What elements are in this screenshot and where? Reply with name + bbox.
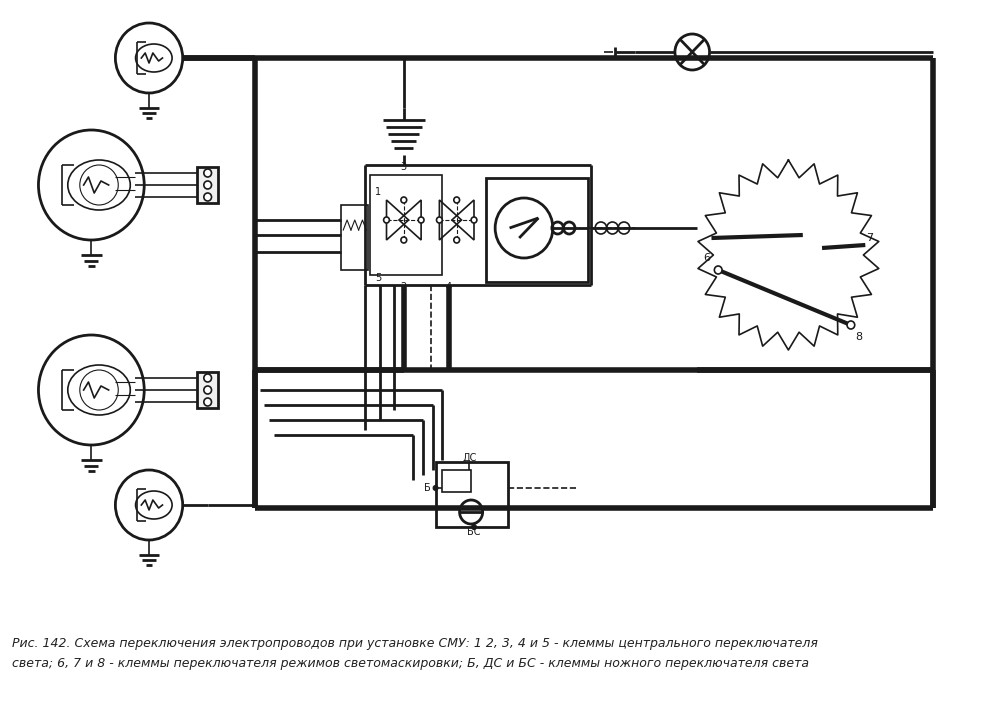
Text: БС: БС (467, 527, 481, 537)
Bar (442, 470, 471, 492)
Text: 2: 2 (401, 282, 407, 292)
Circle shape (384, 217, 390, 223)
Circle shape (714, 266, 722, 274)
Circle shape (418, 217, 424, 223)
Text: 1: 1 (375, 187, 381, 197)
Circle shape (203, 169, 211, 177)
Circle shape (847, 321, 855, 329)
Text: 4: 4 (446, 282, 452, 292)
Text: Б: Б (424, 483, 430, 493)
Text: 7: 7 (867, 233, 874, 243)
Bar (436, 462, 508, 527)
Circle shape (203, 193, 211, 201)
Circle shape (454, 237, 460, 243)
Text: ДС: ДС (462, 453, 476, 463)
Circle shape (203, 181, 211, 189)
Circle shape (203, 374, 211, 382)
Bar (486, 178, 588, 282)
Circle shape (203, 386, 211, 394)
Circle shape (472, 525, 476, 530)
Circle shape (433, 486, 438, 491)
Text: 8: 8 (855, 332, 862, 342)
Circle shape (401, 197, 407, 203)
Bar (197, 372, 218, 408)
Circle shape (471, 217, 477, 223)
Bar (197, 167, 218, 203)
Text: 5: 5 (375, 273, 381, 283)
Circle shape (203, 398, 211, 406)
Text: Рис. 142. Схема переключения электропроводов при установке СМУ: 1 2, 3, 4 и 5 - : Рис. 142. Схема переключения электропров… (12, 637, 818, 650)
Text: света; 6, 7 и 8 - клеммы переключателя режимов светомаскировки; Б, ДС и БС - кле: света; 6, 7 и 8 - клеммы переключателя р… (12, 657, 809, 670)
Bar (370, 175, 442, 275)
Bar (342, 205, 369, 270)
Circle shape (437, 217, 442, 223)
Text: 6: 6 (703, 253, 710, 263)
Circle shape (454, 197, 460, 203)
Circle shape (401, 237, 407, 243)
Text: 3: 3 (401, 162, 407, 172)
